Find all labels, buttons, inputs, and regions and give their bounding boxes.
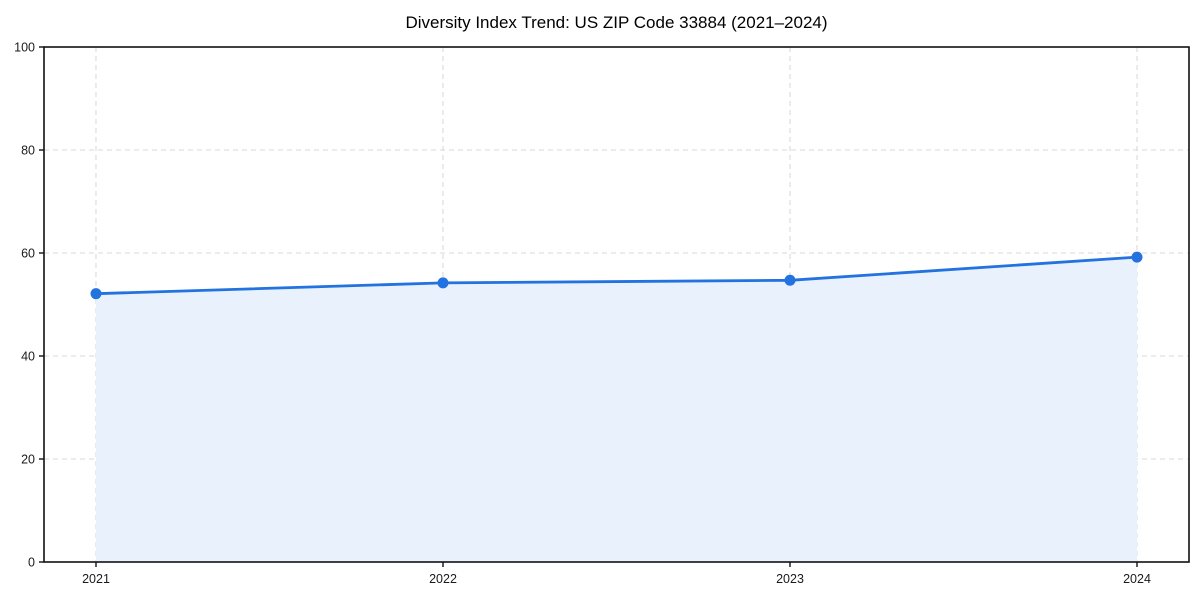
area-fill (96, 257, 1137, 562)
y-tick-label: 0 (28, 556, 35, 570)
data-point-2023 (784, 274, 796, 286)
trend-line (94, 255, 1139, 296)
x-tick-label: 2023 (776, 572, 804, 586)
y-tick-label: 80 (21, 144, 35, 158)
data-point-2024 (1131, 251, 1143, 263)
plot-border (43, 46, 1190, 563)
x-tick-label: 2021 (82, 572, 110, 586)
y-tick-label: 40 (21, 350, 35, 364)
chart-title: Diversity Index Trend: US ZIP Code 33884… (405, 13, 828, 32)
x-tick-label: 2022 (429, 572, 457, 586)
x-tick-label: 2024 (1123, 572, 1151, 586)
y-tick-label: 60 (21, 247, 35, 261)
data-point-2022 (437, 277, 449, 289)
y-tick-label: 20 (21, 453, 35, 467)
y-tick-label: 100 (14, 41, 35, 55)
data-point-2021 (90, 288, 102, 300)
